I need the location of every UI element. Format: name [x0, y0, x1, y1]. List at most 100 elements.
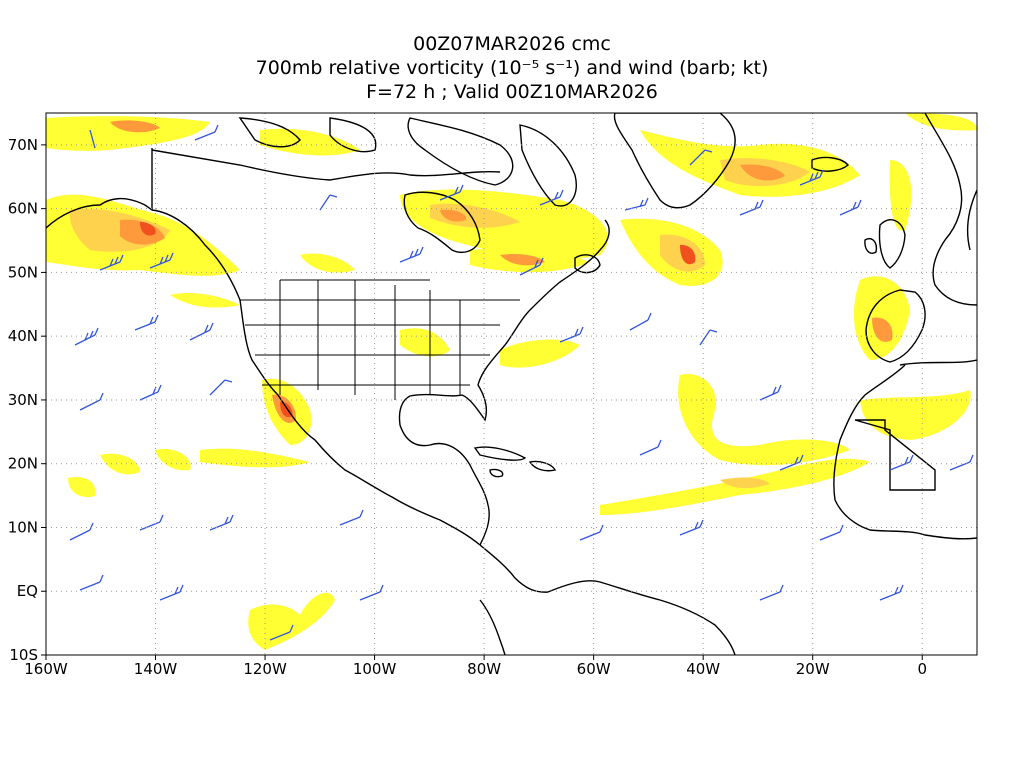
lon-tick-label: 100W: [353, 660, 397, 678]
state-boundaries: [240, 279, 520, 400]
wind-barb: [799, 169, 824, 186]
vorticity-region: [120, 219, 165, 245]
vorticity-region: [905, 113, 977, 131]
wind-barb: [339, 509, 364, 526]
vorticity-region: [155, 448, 191, 471]
lon-tick-label: 0: [917, 660, 927, 678]
lat-tick-label: 10S: [9, 646, 38, 664]
coastline: [46, 197, 481, 546]
vorticity-region: [46, 125, 85, 145]
wind-barb: [79, 574, 104, 591]
lon-tick-label: 80W: [467, 660, 501, 678]
vorticity-region: [68, 476, 96, 498]
coastline: [151, 149, 501, 181]
lat-tick-label: 60N: [8, 200, 38, 218]
lon-tick-label: 160W: [24, 660, 68, 678]
vorticity-region: [872, 317, 893, 342]
vorticity-region: [110, 120, 160, 133]
wind-barb: [79, 392, 104, 411]
vorticity-region: [720, 477, 770, 489]
coastline: [329, 117, 377, 153]
wind-barb: [159, 584, 184, 601]
coastline: [473, 446, 527, 461]
wind-barb: [624, 197, 649, 211]
wind-barb: [149, 252, 174, 269]
lat-tick-label: EQ: [17, 582, 38, 600]
wind-barb: [629, 312, 652, 331]
vorticity-region: [280, 401, 293, 418]
map-grid: [45, 113, 977, 656]
vorticity-region: [46, 116, 210, 151]
vorticity-shading: [46, 113, 977, 650]
wind-barb: [579, 524, 604, 541]
wind-barb: [139, 514, 164, 531]
wind-barb: [679, 519, 704, 536]
longitude-axis: 160W 140W 120W 100W 80W 60W 40W 20W 0: [24, 655, 927, 678]
wind-barb: [134, 314, 159, 331]
coastline: [238, 117, 301, 148]
wind-barb: [559, 326, 584, 343]
coastline: [878, 219, 906, 269]
vorticity-region: [260, 128, 360, 156]
vorticity-region: [500, 339, 580, 368]
wind-barb: [359, 584, 384, 601]
coastlines: [46, 113, 977, 655]
coastline: [924, 113, 977, 306]
vorticity-region: [889, 160, 912, 231]
coastline: [613, 113, 736, 209]
lat-tick-label: 70N: [8, 136, 38, 154]
coastline: [403, 191, 481, 253]
vorticity-region: [740, 164, 785, 181]
wind-barb: [759, 584, 784, 601]
vorticity-region: [140, 222, 156, 236]
coastline: [479, 544, 549, 593]
wind-barb: [519, 257, 544, 276]
wind-barb: [699, 329, 718, 346]
lon-tick-label: 60W: [577, 660, 611, 678]
wind-barb: [879, 584, 904, 601]
vorticity-region: [678, 374, 850, 466]
lat-tick-label: 10N: [8, 518, 38, 536]
wind-barb: [839, 199, 862, 216]
coastline: [811, 156, 849, 172]
plot-frame: [45, 112, 978, 656]
coastline: [407, 117, 514, 186]
vorticity-region: [170, 293, 240, 308]
coastline: [966, 189, 977, 251]
coastline: [865, 289, 926, 363]
wind-barb: [539, 189, 564, 206]
wind-barb: [439, 184, 464, 201]
vorticity-region: [430, 203, 520, 228]
vorticity-region: [853, 276, 910, 360]
wind-barb: [209, 514, 234, 531]
wind-barb: [89, 129, 96, 149]
coastline: [519, 124, 577, 207]
wind-barb: [889, 454, 914, 471]
coastline: [528, 460, 557, 472]
lon-tick-label: 40W: [686, 660, 720, 678]
lon-tick-label: 120W: [243, 660, 287, 678]
wind-barb: [689, 149, 713, 166]
wind-barb: [74, 327, 99, 346]
wind-barb: [639, 439, 662, 456]
vorticity-region: [860, 390, 971, 440]
wind-barb: [739, 199, 764, 216]
wind-barb: [949, 454, 974, 471]
vorticity-region: [440, 209, 467, 222]
lon-tick-label: 140W: [134, 660, 178, 678]
coastline: [899, 359, 977, 366]
coastline: [854, 419, 936, 491]
vorticity-region: [248, 592, 335, 650]
wind-barb: [319, 194, 338, 211]
title-line-3: F=72 h ; Valid 00Z10MAR2026: [366, 81, 658, 103]
vorticity-region: [500, 253, 545, 266]
coastline: [547, 580, 736, 655]
coastline: [574, 254, 601, 274]
lon-tick-label: 20W: [796, 660, 830, 678]
vorticity-region: [100, 453, 140, 475]
coastline: [398, 219, 610, 546]
wind-barb: [759, 384, 782, 401]
chart-title-block: 00Z07MAR2026 cmc 700mb relative vorticit…: [0, 32, 1024, 104]
wind-barb: [69, 522, 94, 541]
